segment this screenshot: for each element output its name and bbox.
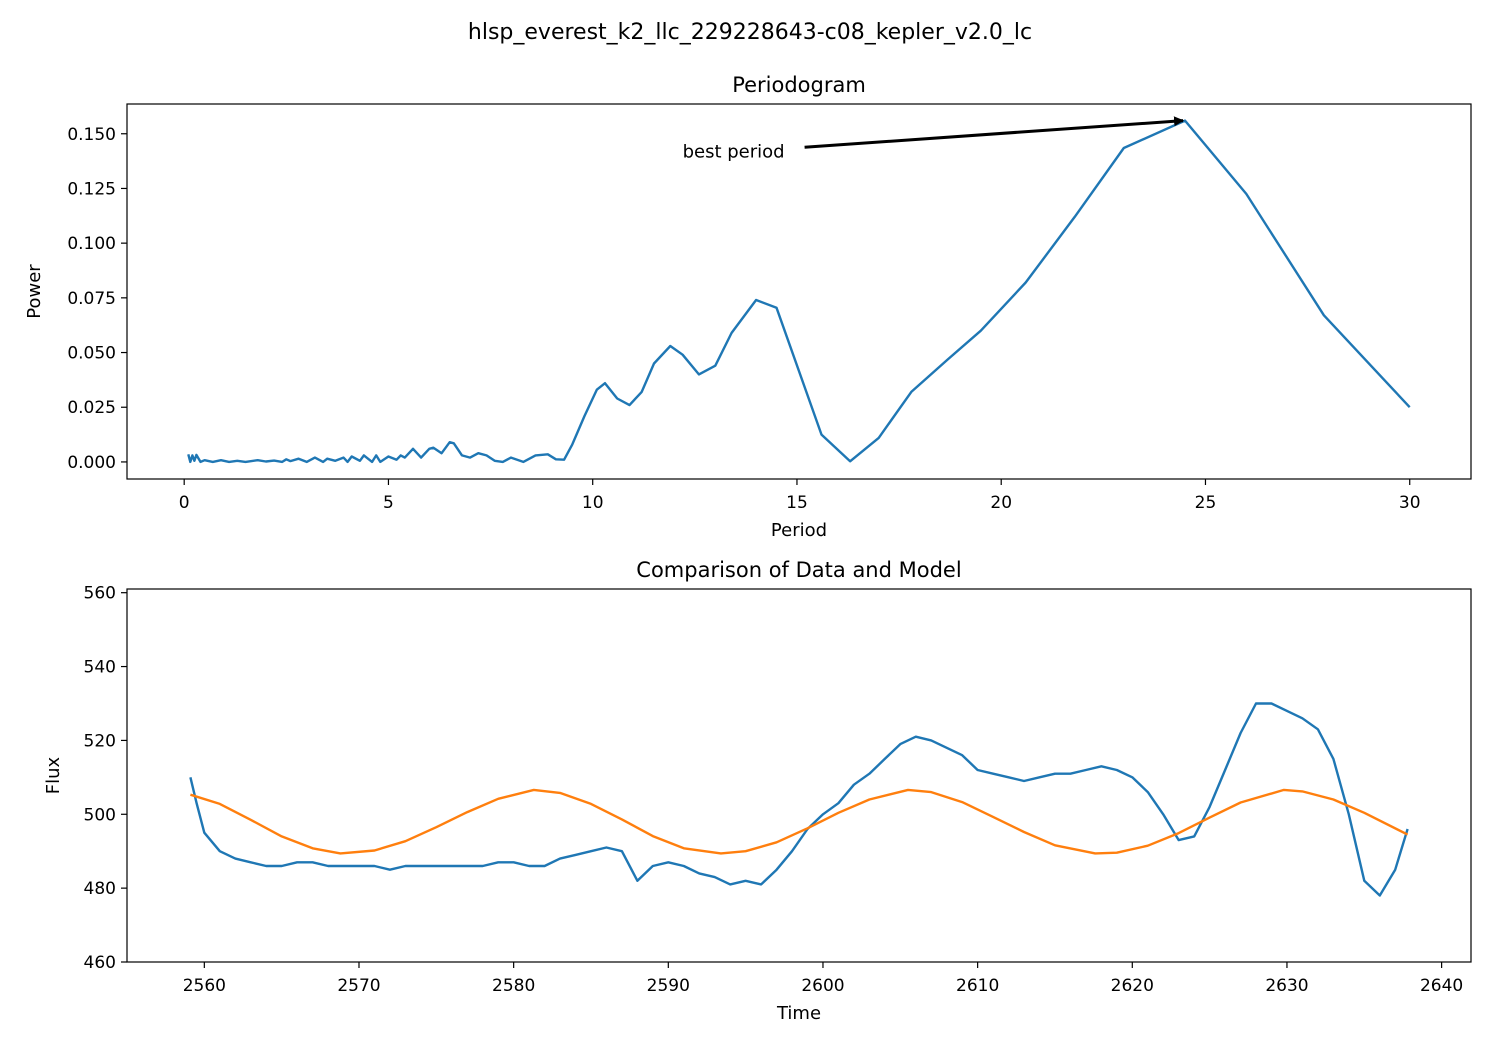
periodogram-xtick-label: 15 (786, 493, 808, 513)
comparison-xtick-label: 2610 (956, 976, 999, 996)
comparison-frame (126, 588, 1472, 963)
periodogram-annotation-text: best period (683, 141, 785, 162)
periodogram-ytick-label: 0.150 (67, 125, 116, 145)
comparison-xtick-label: 2590 (647, 976, 690, 996)
comparison-xlabel: Time (776, 1003, 821, 1024)
periodogram-xtick-label: 20 (990, 493, 1012, 513)
periodogram-annotation-arrow (804, 116, 1185, 149)
periodogram-ytick-label: 0.000 (67, 453, 116, 473)
comparison-ytick-label: 480 (84, 879, 116, 899)
comparison-ytick-label: 560 (84, 584, 116, 604)
comparison-xtick-label: 2600 (801, 976, 844, 996)
periodogram-xtick-label: 30 (1399, 493, 1421, 513)
periodogram-frame (126, 103, 1472, 480)
comparison-series-line-1 (190, 788, 1409, 855)
comparison-ytick-label: 500 (84, 805, 116, 825)
periodogram-ytick-label: 0.075 (67, 289, 116, 309)
comparison-title: Comparison of Data and Model (636, 558, 961, 582)
comparison-xtick-label: 2560 (183, 976, 226, 996)
comparison-ylabel: Flux (43, 756, 64, 794)
periodogram-xtick-label: 5 (383, 493, 394, 513)
periodogram-ytick-label: 0.050 (67, 344, 116, 364)
periodogram-ytick-label: 0.125 (67, 179, 116, 199)
periodogram-xtick-label: 25 (1195, 493, 1217, 513)
periodogram-ylabel: Power (24, 264, 45, 319)
periodogram-series-line-0 (187, 119, 1411, 464)
comparison-ytick-label: 540 (84, 658, 116, 678)
comparison-xtick-label: 2580 (492, 976, 535, 996)
comparison-series-line-0 (189, 702, 1409, 897)
comparison-xtick-label: 2640 (1420, 976, 1463, 996)
periodogram-xlabel: Period (771, 520, 827, 541)
periodogram-ytick-label: 0.025 (67, 398, 116, 418)
periodogram-axes: Periodogram 0 5 10 15 20 25 30 0.000 0.025 0.050 0.… (24, 73, 1472, 541)
comparison-xtick-label: 2620 (1111, 976, 1154, 996)
periodogram-xtick-label: 10 (582, 493, 604, 513)
comparison-ytick-label: 460 (84, 953, 116, 973)
comparison-xtick-label: 2570 (337, 976, 380, 996)
comparison-ytick-label: 520 (84, 731, 116, 751)
comparison-axes: Comparison of Data and Model 2560 2570 2580… (43, 558, 1472, 1024)
periodogram-ytick-label: 0.100 (67, 234, 116, 254)
periodogram-xtick-label: 0 (179, 493, 190, 513)
periodogram-title: Periodogram (732, 73, 866, 97)
figure-title: hlsp_everest_k2_llc_229228643-c08_kepler… (468, 20, 1032, 45)
comparison-xtick-label: 2630 (1265, 976, 1308, 996)
